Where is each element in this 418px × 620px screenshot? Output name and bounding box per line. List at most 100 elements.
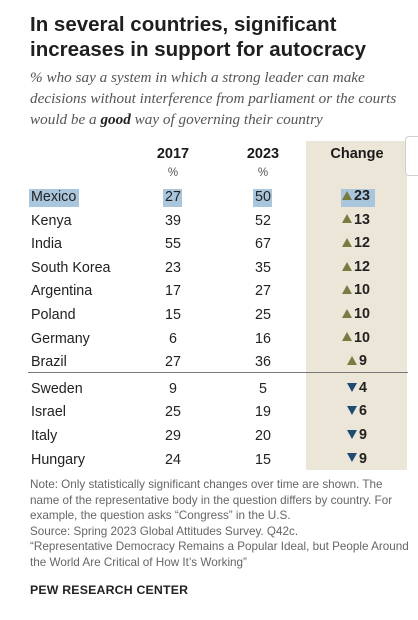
triangle-up-icon xyxy=(347,355,357,365)
report-title-text: “Representative Democracy Remains a Popu… xyxy=(30,540,409,569)
value-2023: 50 xyxy=(255,189,271,205)
table-row: Argentina 17 27 10 xyxy=(0,281,418,305)
unit-label-2017: % xyxy=(167,167,179,179)
triangle-down-icon xyxy=(347,382,357,392)
triangle-down-icon xyxy=(347,453,357,463)
value-2017: 6 xyxy=(169,330,177,347)
triangle-up-icon xyxy=(342,214,352,224)
table-row: Italy 29 20 9 xyxy=(0,426,418,450)
change-value: 6 xyxy=(347,403,407,419)
value-2017: 27 xyxy=(165,189,181,205)
value-2023: 52 xyxy=(255,212,271,229)
value-2017: 24 xyxy=(165,451,181,468)
note-text: Note: Only statistically significant cha… xyxy=(30,478,393,522)
data-table: 2017 2023 Change % % Mexico 27 50 23 Kenya 39… xyxy=(0,141,418,470)
selection-highlight xyxy=(253,189,272,207)
change-value: 23 xyxy=(342,188,402,204)
value-2017: 29 xyxy=(165,428,181,444)
selection-highlight xyxy=(163,189,182,207)
table-row: India 55 67 12 xyxy=(0,234,418,258)
change-value: 13 xyxy=(342,212,402,228)
country-label: Argentina xyxy=(31,283,93,300)
table-row: Hungary 24 15 9 xyxy=(0,450,418,474)
value-2023: 36 xyxy=(255,354,271,371)
triangle-up-icon xyxy=(342,261,352,271)
value-2023: 5 xyxy=(259,380,267,397)
change-value: 4 xyxy=(347,380,407,396)
triangle-up-icon xyxy=(342,237,352,247)
country-label: Sweden xyxy=(31,380,83,397)
change-number: 12 xyxy=(354,235,370,252)
table-row: South Korea 23 35 12 xyxy=(0,258,418,282)
country-label: Mexico xyxy=(31,189,77,205)
chart-subtitle: % who say a system in which a strong lea… xyxy=(30,67,410,130)
column-header-2023: 2023 xyxy=(246,146,280,162)
chart-title: In several countries, significant increa… xyxy=(30,13,367,61)
country-label: Kenya xyxy=(31,212,72,229)
country-label: South Korea xyxy=(31,259,111,276)
value-2017: 27 xyxy=(165,354,181,371)
value-2017: 15 xyxy=(165,307,181,323)
change-number: 10 xyxy=(354,282,370,299)
notes-block: Note: Only statistically significant cha… xyxy=(30,477,412,570)
country-label: Israel xyxy=(31,404,66,421)
country-label: Hungary xyxy=(31,451,86,468)
country-label: Italy xyxy=(31,428,58,444)
value-2023: 16 xyxy=(255,330,271,347)
change-value: 10 xyxy=(342,306,402,322)
value-2023: 19 xyxy=(255,404,271,421)
unit-label-2023: % xyxy=(257,167,269,179)
table-row: Mexico 27 50 23 xyxy=(0,187,418,211)
country-label: Germany xyxy=(31,330,90,347)
change-number: 6 xyxy=(359,403,367,420)
change-number: 9 xyxy=(359,353,367,370)
value-2017: 39 xyxy=(165,212,181,229)
value-2023: 67 xyxy=(255,236,271,253)
triangle-up-icon xyxy=(342,332,352,342)
change-number: 13 xyxy=(354,211,370,228)
triangle-down-icon xyxy=(347,429,357,439)
value-2023: 20 xyxy=(255,428,271,444)
triangle-up-icon xyxy=(342,285,352,295)
triangle-up-icon xyxy=(342,308,352,318)
change-number: 9 xyxy=(359,427,367,443)
value-2017: 9 xyxy=(169,380,177,397)
row-divider xyxy=(28,372,408,373)
table-row: Kenya 39 52 13 xyxy=(0,211,418,235)
table-row: Brazil 27 36 9 xyxy=(0,352,418,376)
triangle-up-icon xyxy=(342,190,352,200)
selection-highlight xyxy=(29,189,79,207)
subtitle-emphasis: good xyxy=(100,111,131,128)
table-row: Sweden 9 5 4 xyxy=(0,379,418,403)
value-2023: 27 xyxy=(255,283,271,300)
table-row: Poland 15 25 10 xyxy=(0,305,418,329)
source-text: Source: Spring 2023 Global Attitudes Sur… xyxy=(30,524,299,538)
change-value: 9 xyxy=(347,451,407,467)
change-value: 12 xyxy=(342,235,402,251)
subtitle-text-start: % who say a system in which a strong lea… xyxy=(30,69,397,128)
value-2023: 15 xyxy=(255,451,271,468)
change-value: 9 xyxy=(347,427,407,443)
change-value: 9 xyxy=(347,353,407,369)
change-number: 10 xyxy=(354,329,370,346)
change-number: 10 xyxy=(354,306,370,322)
change-number: 12 xyxy=(354,258,370,275)
side-tab xyxy=(405,136,418,176)
change-number: 4 xyxy=(359,379,367,396)
value-2017: 25 xyxy=(165,404,181,421)
column-header-change: Change xyxy=(330,146,384,162)
change-number: 9 xyxy=(359,450,367,467)
change-number: 23 xyxy=(354,188,370,204)
value-2023: 35 xyxy=(255,259,271,276)
value-2023: 25 xyxy=(255,307,271,323)
triangle-down-icon xyxy=(347,406,357,416)
change-value: 10 xyxy=(342,330,402,346)
value-2017: 23 xyxy=(165,259,181,276)
country-label: Poland xyxy=(31,307,76,323)
country-label: India xyxy=(31,236,63,253)
subtitle-text-end: way of governing their country xyxy=(130,111,323,128)
table-row: Israel 25 19 6 xyxy=(0,402,418,426)
country-label: Brazil xyxy=(31,354,67,371)
change-value: 10 xyxy=(342,282,402,298)
footer-brand: PEW RESEARCH CENTER xyxy=(30,583,189,597)
